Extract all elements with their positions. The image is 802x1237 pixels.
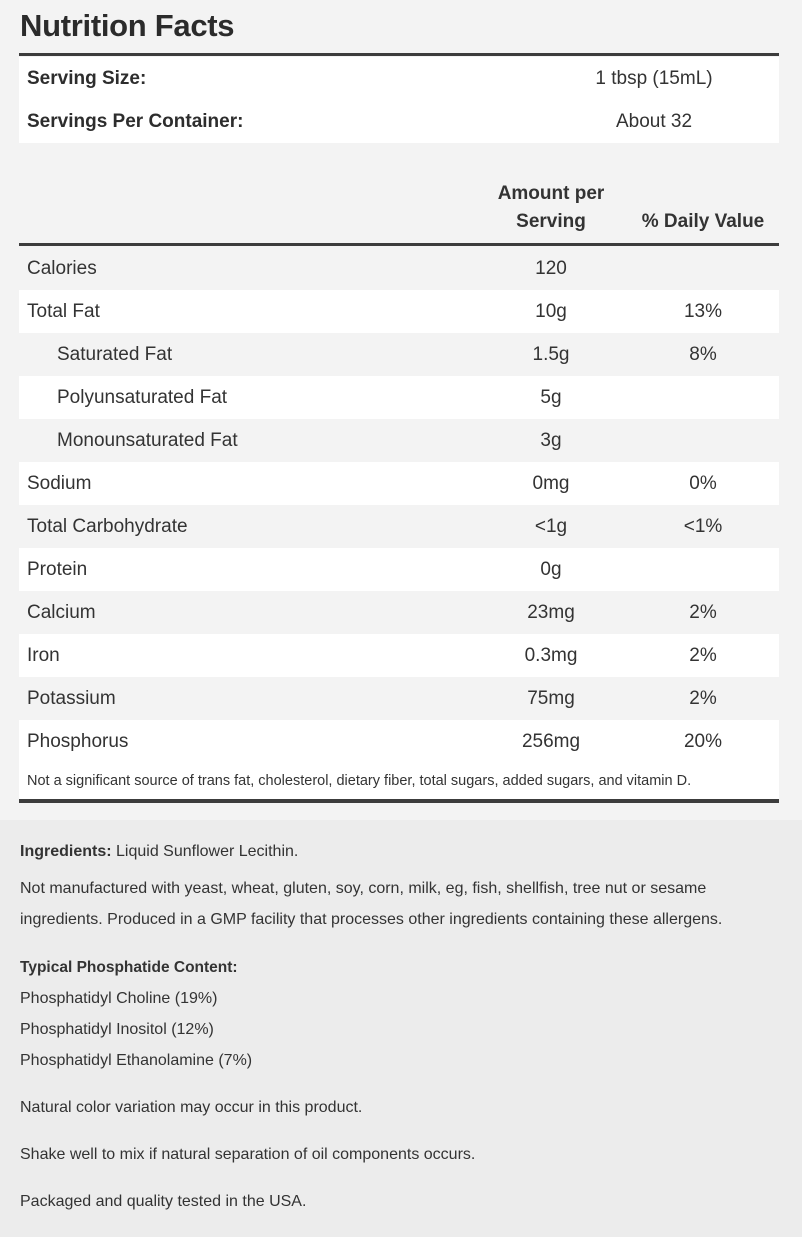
nutrient-daily-value: 0%	[689, 473, 717, 494]
nutrient-amount: <1g	[534, 516, 568, 537]
nutrient-name: Sodium	[27, 473, 92, 494]
daily-value-header: % Daily Value	[641, 211, 765, 232]
nutrient-amount: 23mg	[527, 602, 575, 623]
nutrient-row: Total Fat 10g 13%	[19, 290, 779, 333]
nutrient-row: Protein 0g	[19, 548, 779, 591]
nutrient-daily-value: 8%	[689, 344, 717, 365]
servings-per-container-value: About 32	[615, 111, 693, 132]
nutrient-amount: 10g	[535, 301, 567, 322]
serving-size-value: 1 tbsp (15mL)	[595, 68, 713, 89]
footnote: Not a significant source of trans fat, c…	[19, 763, 779, 800]
phosphatide-item: Phosphatidyl Choline (19%)	[20, 990, 218, 1007]
amount-header-line2: Serving	[516, 211, 586, 232]
footnote-text: Not a significant source of trans fat, c…	[27, 773, 692, 789]
nutrient-name: Protein	[27, 559, 88, 580]
allergen-line-2: ingredients. Produced in a GMP facility …	[20, 911, 723, 928]
nutrient-row: Potassium 75mg 2%	[19, 677, 779, 720]
nutrient-row: Monounsaturated Fat 3g	[19, 419, 779, 462]
nutrient-row: Total Carbohydrate <1g <1%	[19, 505, 779, 548]
page-title: Nutrition Facts	[20, 8, 235, 43]
nutrient-daily-value: 2%	[689, 602, 717, 623]
ingredients-text: Liquid Sunflower Lecithin.	[116, 843, 299, 860]
nutrient-name: Iron	[27, 645, 60, 666]
ingredients-label: Ingredients:	[20, 843, 112, 860]
nutrient-name: Calcium	[27, 602, 96, 623]
phosphatide-heading: Typical Phosphatide Content:	[20, 959, 238, 976]
nutrient-name: Total Fat	[27, 301, 100, 322]
note-packaged: Packaged and quality tested in the USA.	[20, 1193, 307, 1210]
nutrient-daily-value: <1%	[683, 516, 723, 537]
nutrient-amount: 0.3mg	[524, 645, 578, 666]
title-divider	[19, 53, 779, 56]
nutrient-daily-value: 20%	[683, 731, 723, 752]
nutrient-amount: 75mg	[527, 688, 575, 709]
note-shake-well: Shake well to mix if natural separation …	[20, 1146, 476, 1163]
amount-header: Amount per Serving	[471, 180, 631, 236]
header-divider	[19, 243, 779, 246]
nutrient-amount: 0mg	[532, 473, 570, 494]
phosphatide-item: Phosphatidyl Ethanolamine (7%)	[20, 1052, 253, 1069]
nutrient-row: Polyunsaturated Fat 5g	[19, 376, 779, 419]
nutrient-row: Calcium 23mg 2%	[19, 591, 779, 634]
nutrient-amount: 256mg	[521, 731, 581, 752]
note-color-variation: Natural color variation may occur in thi…	[20, 1099, 363, 1116]
nutrient-name: Phosphorus	[27, 731, 129, 752]
nutrient-name: Total Carbohydrate	[27, 516, 188, 537]
nutrient-row: Phosphorus 256mg 20%	[19, 720, 779, 763]
nutrient-row: Iron 0.3mg 2%	[19, 634, 779, 677]
nutrient-row: Calories 120	[19, 247, 779, 290]
ingredients-line: Ingredients: Liquid Sunflower Lecithin.	[20, 843, 298, 861]
nutrient-amount: 3g	[540, 430, 562, 451]
nutrient-amount: 1.5g	[532, 344, 570, 365]
nutrient-name: Saturated Fat	[57, 344, 173, 365]
phosphatide-item: Phosphatidyl Inositol (12%)	[20, 1021, 214, 1038]
servings-per-container-label: Servings Per Container:	[27, 111, 244, 132]
serving-size-label: Serving Size:	[27, 68, 147, 89]
serving-size-row: Serving Size: 1 tbsp (15mL)	[19, 57, 779, 100]
nutrient-amount: 0g	[540, 559, 562, 580]
footer-divider	[19, 799, 779, 803]
servings-per-container-row: Servings Per Container: About 32	[19, 100, 779, 143]
nutrient-name: Potassium	[27, 688, 116, 709]
nutrient-daily-value: 2%	[689, 645, 717, 666]
nutrient-name: Monounsaturated Fat	[57, 430, 238, 451]
nutrient-row: Saturated Fat 1.5g 8%	[19, 333, 779, 376]
nutrient-daily-value: 13%	[683, 301, 723, 322]
nutrient-daily-value: 2%	[689, 688, 717, 709]
nutrient-amount: 5g	[540, 387, 562, 408]
nutrient-name: Polyunsaturated Fat	[57, 387, 228, 408]
allergen-line-1: Not manufactured with yeast, wheat, glut…	[20, 880, 707, 897]
nutrient-amount: 120	[535, 258, 567, 279]
nutrient-row: Sodium 0mg 0%	[19, 462, 779, 505]
nutrient-name: Calories	[27, 258, 97, 279]
amount-header-line1: Amount per	[497, 183, 605, 204]
